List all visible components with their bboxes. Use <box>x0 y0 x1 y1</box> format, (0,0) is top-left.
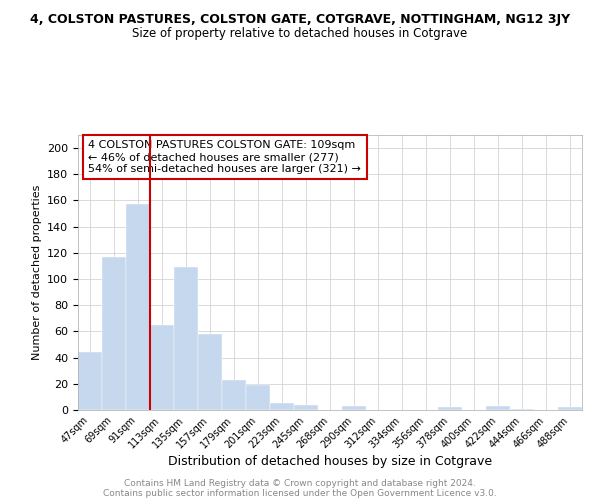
Bar <box>558 408 582 410</box>
Text: 4, COLSTON PASTURES, COLSTON GATE, COTGRAVE, NOTTINGHAM, NG12 3JY: 4, COLSTON PASTURES, COLSTON GATE, COTGR… <box>30 12 570 26</box>
Bar <box>150 325 174 410</box>
Bar <box>126 204 150 410</box>
Text: Size of property relative to detached houses in Cotgrave: Size of property relative to detached ho… <box>133 28 467 40</box>
Bar <box>438 408 462 410</box>
Bar <box>342 406 366 410</box>
Bar <box>174 268 198 410</box>
Text: Contains HM Land Registry data © Crown copyright and database right 2024.: Contains HM Land Registry data © Crown c… <box>124 478 476 488</box>
Bar <box>78 352 102 410</box>
Y-axis label: Number of detached properties: Number of detached properties <box>32 185 41 360</box>
Bar <box>270 404 294 410</box>
X-axis label: Distribution of detached houses by size in Cotgrave: Distribution of detached houses by size … <box>168 456 492 468</box>
Bar <box>246 385 270 410</box>
Bar <box>102 257 126 410</box>
Text: Contains public sector information licensed under the Open Government Licence v3: Contains public sector information licen… <box>103 488 497 498</box>
Bar <box>198 334 222 410</box>
Bar <box>486 406 510 410</box>
Text: 4 COLSTON PASTURES COLSTON GATE: 109sqm
← 46% of detached houses are smaller (27: 4 COLSTON PASTURES COLSTON GATE: 109sqm … <box>88 140 361 173</box>
Bar <box>294 405 318 410</box>
Bar <box>222 380 246 410</box>
Bar <box>510 408 534 410</box>
